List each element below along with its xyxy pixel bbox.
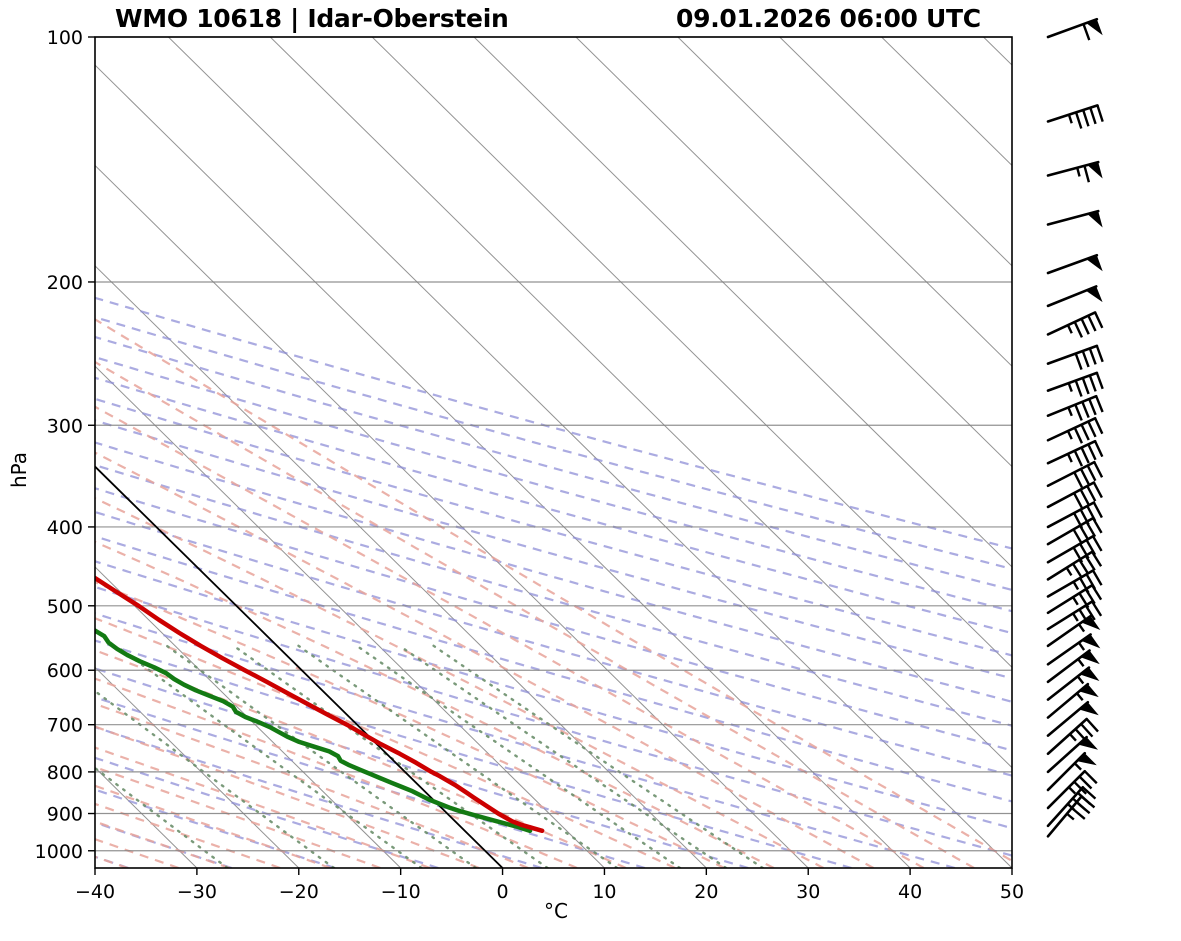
svg-text:200: 200 xyxy=(47,272,83,294)
svg-text:1000: 1000 xyxy=(35,841,83,863)
svg-text:30: 30 xyxy=(796,881,820,903)
svg-text:10: 10 xyxy=(592,881,616,903)
svg-text:40: 40 xyxy=(898,881,922,903)
isotherm-lines xyxy=(95,37,1012,868)
y-axis-label: hPa xyxy=(7,452,31,488)
svg-text:700: 700 xyxy=(47,715,83,737)
pressure-axis-ticks: 100 200 300 400 500 600 700 800 900 1000 xyxy=(35,27,95,863)
svg-text:−20: −20 xyxy=(279,881,319,903)
wind-barb xyxy=(1046,633,1101,666)
wind-barb xyxy=(1046,682,1099,719)
svg-text:−30: −30 xyxy=(177,881,217,903)
zero-degree-isotherm xyxy=(95,465,504,868)
wind-barb xyxy=(1046,344,1104,370)
wind-barb xyxy=(1046,481,1103,509)
title-station: WMO 10618 | Idar-Oberstein xyxy=(115,4,509,33)
wind-barb xyxy=(1046,550,1103,581)
wind-barb xyxy=(1046,311,1104,338)
plot-background xyxy=(95,37,1012,868)
wind-barb xyxy=(1046,795,1096,838)
title-datetime: 09.01.2026 06:00 UTC xyxy=(676,4,981,33)
dewpoint-curve xyxy=(95,627,533,834)
svg-text:900: 900 xyxy=(47,804,83,826)
temperature-curve xyxy=(95,575,545,834)
svg-text:50: 50 xyxy=(1000,881,1024,903)
wind-barb xyxy=(1046,285,1103,308)
plot-border xyxy=(94,36,1013,869)
wind-barb-column xyxy=(1046,17,1104,838)
x-axis-label: °C xyxy=(544,899,568,923)
wind-barb xyxy=(1046,501,1103,529)
wind-barb xyxy=(1046,104,1104,129)
dry-adiabat-lines xyxy=(95,296,1012,868)
svg-text:−10: −10 xyxy=(381,881,421,903)
wind-barb xyxy=(1046,666,1100,701)
wind-barb xyxy=(1046,460,1104,489)
mixing-ratio-lines xyxy=(95,644,764,868)
temperature-axis-ticks: −40 −30 −20 −10 0 10 20 30 40 50 xyxy=(75,868,1024,903)
svg-text:300: 300 xyxy=(47,415,83,437)
wind-barb xyxy=(1046,751,1097,792)
wind-barb xyxy=(1046,17,1103,41)
svg-text:400: 400 xyxy=(47,517,83,539)
wind-barb xyxy=(1046,371,1104,397)
wind-barb xyxy=(1046,735,1099,774)
wind-barb xyxy=(1046,614,1101,648)
wind-barb xyxy=(1046,394,1104,421)
wind-barb xyxy=(1046,439,1104,467)
wind-barb xyxy=(1046,649,1100,684)
wind-barb xyxy=(1046,583,1103,615)
svg-text:20: 20 xyxy=(694,881,718,903)
svg-text:500: 500 xyxy=(47,596,83,618)
svg-text:800: 800 xyxy=(47,762,83,784)
wind-barb xyxy=(1046,160,1103,183)
svg-text:100: 100 xyxy=(47,27,83,49)
wind-barb xyxy=(1046,516,1103,546)
wind-barb xyxy=(1046,253,1103,275)
wind-barb xyxy=(1046,700,1099,737)
wind-barb xyxy=(1046,769,1098,810)
svg-text:0: 0 xyxy=(497,881,509,903)
svg-text:600: 600 xyxy=(47,660,83,682)
wind-barb xyxy=(1046,416,1104,444)
svg-text:−40: −40 xyxy=(75,881,115,903)
wind-barb xyxy=(1046,209,1103,228)
